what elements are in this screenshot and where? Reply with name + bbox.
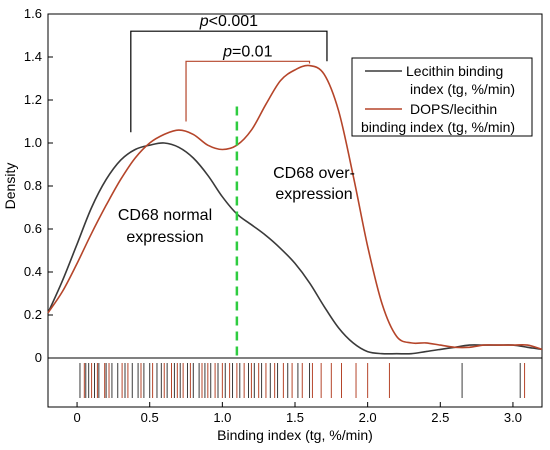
significance-brackets: p<0.001 p=0.01: [130, 13, 328, 133]
significance-1-bracket: [130, 30, 328, 133]
x-tick-label-4: 2.0: [359, 410, 377, 425]
legend-label-dops-line1: DOPS/lecithin: [410, 101, 497, 117]
y-tick-label-0: 0: [35, 350, 42, 365]
y-axis-title: Density: [2, 163, 18, 210]
legend-label-lecithin-line2: index (tg, %/min): [410, 81, 515, 97]
significance-2-label: p=0.01: [222, 43, 272, 60]
x-tick-label-1: 0.5: [141, 410, 159, 425]
x-tick-label-0: 0: [73, 410, 80, 425]
x-tick-label-6: 3.0: [504, 410, 522, 425]
y-tick-label-4: 0.8: [24, 178, 42, 193]
plot-area: 0 0.2 0.4 0.6 0.8 1.0 1.2 1.4 1.6 0 0.5 1.0 1.5 2.0 2…: [24, 6, 543, 425]
density-curve-lecithin: [47, 142, 543, 355]
y-axis: 0 0.2 0.4 0.6 0.8 1.0 1.2 1.4 1.6: [24, 6, 53, 365]
density-curves: [47, 64, 543, 355]
x-tick-label-5: 2.5: [431, 410, 449, 425]
y-tick-label-1: 0.2: [24, 307, 42, 322]
legend: Lecithin binding index (tg, %/min) DOPS/…: [351, 57, 533, 137]
legend-label-dops-line2: binding index (tg, %/min): [361, 119, 515, 135]
legend-label-lecithin-line1: Lecithin binding: [406, 63, 503, 79]
x-tick-label-2: 1.0: [213, 410, 231, 425]
x-axis: 0 0.5 1.0 1.5 2.0 2.5 3.0: [73, 402, 522, 425]
annotation-normal-line1: CD68 normal: [118, 207, 212, 224]
y-tick-label-8: 1.6: [24, 6, 42, 21]
y-tick-label-3: 0.6: [24, 221, 42, 236]
significance-2-bracket: [185, 60, 311, 122]
y-tick-label-6: 1.2: [24, 92, 42, 107]
y-tick-label-2: 0.4: [24, 264, 42, 279]
x-tick-label-3: 1.5: [286, 410, 304, 425]
annotation-over-line1: CD68 over-: [273, 165, 355, 182]
y-tick-label-5: 1.0: [24, 135, 42, 150]
x-axis-title: Binding index (tg, %/min): [217, 427, 373, 443]
y-tick-label-7: 1.4: [24, 49, 42, 64]
annotation-normal-line2: expression: [126, 229, 203, 246]
density-curve-dops: [47, 64, 543, 351]
annotation-over-line2: expression: [275, 186, 352, 203]
significance-1-label: p<0.001: [199, 13, 258, 30]
rug-plot: [79, 363, 526, 398]
